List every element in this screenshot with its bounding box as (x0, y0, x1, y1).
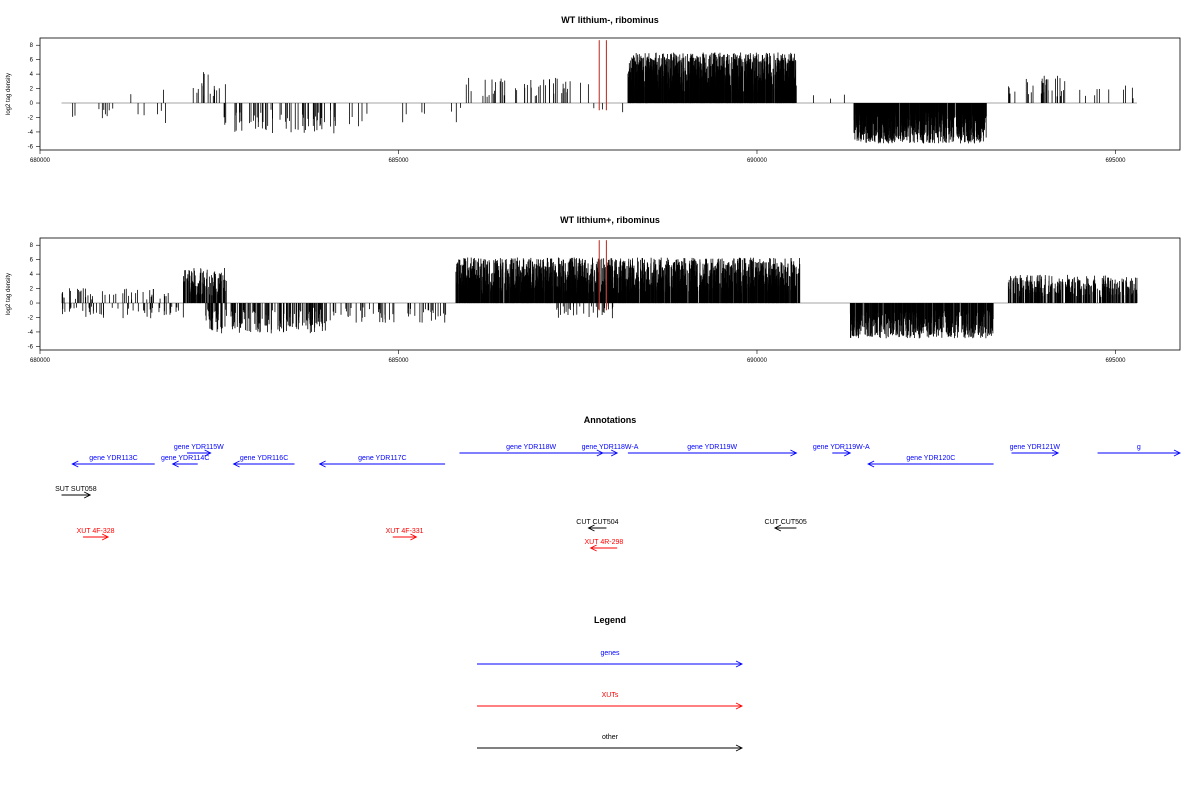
y-tick-label: -6 (28, 144, 34, 150)
bar-series (61, 40, 1137, 144)
y-tick-label: -2 (28, 115, 34, 121)
y-axis-label: log2 tag density (6, 273, 12, 315)
plot-frame (39, 37, 1181, 151)
y-tick-label: 2 (30, 87, 34, 93)
y-axis: -6 -4 -2 0 2 4 6 8 (28, 43, 40, 150)
x-axis: 680000 685000 690000 695000 (30, 150, 1126, 164)
track-panel-lithium-plus: WT lithium+, ribominus log2 tag density … (6, 215, 1181, 364)
track-panel-lithium-minus: WT lithium-, ribominus log2 tag density … (6, 15, 1181, 164)
panel-title: WT lithium+, ribominus (560, 215, 660, 225)
y-axis-label: log2 tag density (6, 73, 12, 115)
x-tick-label: 695000 (1105, 158, 1126, 164)
x-tick-label: 685000 (388, 158, 409, 164)
y-tick-label: 0 (30, 101, 34, 107)
plot-frame (39, 237, 1181, 351)
x-tick-label: 680000 (30, 158, 51, 164)
x-tick-label: 690000 (747, 158, 768, 164)
bar-series (61, 240, 1138, 339)
y-tick-label: 4 (30, 72, 34, 78)
y-tick-label: -4 (28, 130, 34, 136)
y-tick-label: 6 (30, 58, 34, 64)
y-tick-label: 8 (30, 43, 34, 49)
panel-title: WT lithium-, ribominus (561, 15, 659, 25)
